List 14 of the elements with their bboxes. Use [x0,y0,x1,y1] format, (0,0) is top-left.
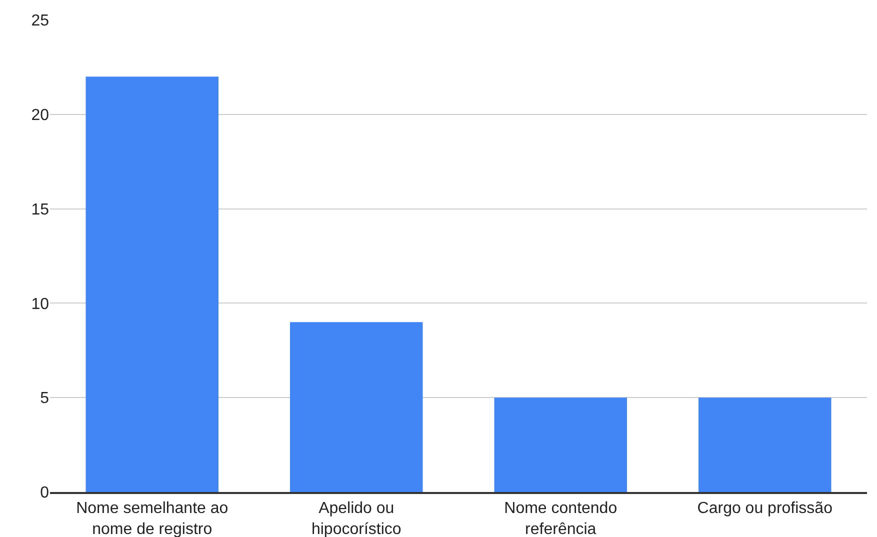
bar [86,76,219,492]
x-tick-label: Nome contendo referência [504,500,618,537]
bar [494,398,628,492]
y-tick-label: 10 [31,296,50,313]
y-tick-label: 5 [40,390,50,408]
y-tick-label: 15 [31,201,50,218]
y-tick-label: 0 [40,484,50,502]
y-tick-label: 20 [31,107,50,124]
x-tick-label: Cargo ou profissão [697,500,833,517]
x-tick-label: Apelido ou hipocorístico [311,500,402,537]
y-tick-label: 25 [31,12,50,30]
x-tick-label: Nome semelhante ao nome de registro [76,500,228,537]
bar [698,398,832,492]
bar [290,322,423,492]
